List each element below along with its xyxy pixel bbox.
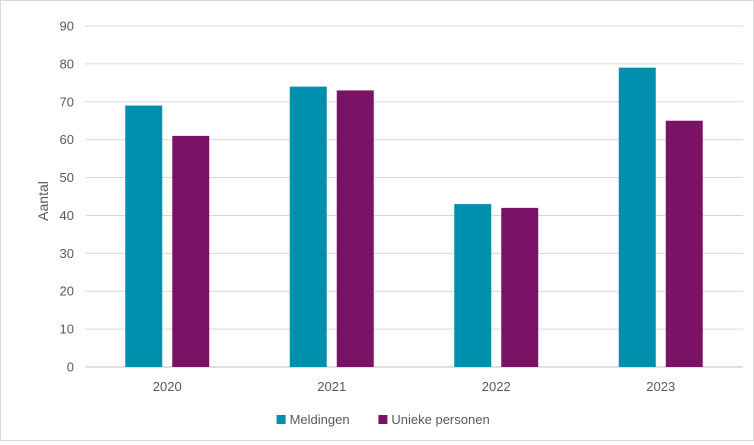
y-tick-label: 40 <box>60 208 74 223</box>
bar-unieke-personen-2023 <box>665 120 703 367</box>
bar-meldingen-2022 <box>454 204 492 367</box>
legend: Meldingen Unieke personen <box>276 412 490 427</box>
x-tick-label: 2023 <box>646 379 675 394</box>
bar-meldingen-2021 <box>289 86 327 367</box>
y-tick-label: 30 <box>60 246 74 261</box>
y-tick-label: 10 <box>60 322 74 337</box>
y-axis-ticks: 0 10 20 30 40 50 60 70 80 90 <box>60 19 74 375</box>
y-tick-label: 60 <box>60 132 74 147</box>
y-tick-label: 20 <box>60 284 74 299</box>
legend-swatch-meldingen <box>276 415 286 424</box>
y-tick-label: 50 <box>60 170 74 185</box>
bar-unieke-personen-2021 <box>336 90 374 368</box>
y-tick-label: 80 <box>60 56 74 71</box>
y-axis-title: Aantal <box>35 181 51 221</box>
y-tick-label: 90 <box>60 19 74 34</box>
bar-meldingen-2023 <box>618 67 656 367</box>
bar-unieke-personen-2020 <box>172 135 210 367</box>
legend-swatch-unieke-personen <box>378 415 388 424</box>
bar-unieke-personen-2022 <box>501 207 539 367</box>
bars <box>125 67 703 368</box>
y-tick-label: 0 <box>67 360 74 375</box>
x-tick-label: 2022 <box>482 379 511 394</box>
legend-label-unieke-personen: Unieke personen <box>391 412 489 427</box>
x-tick-label: 2020 <box>153 379 182 394</box>
y-tick-label: 70 <box>60 94 74 109</box>
x-tick-label: 2021 <box>317 379 346 394</box>
legend-label-meldingen: Meldingen <box>290 412 350 427</box>
bar-meldingen-2020 <box>125 105 163 368</box>
x-axis-ticks: 2020 2021 2022 2023 <box>153 379 675 394</box>
